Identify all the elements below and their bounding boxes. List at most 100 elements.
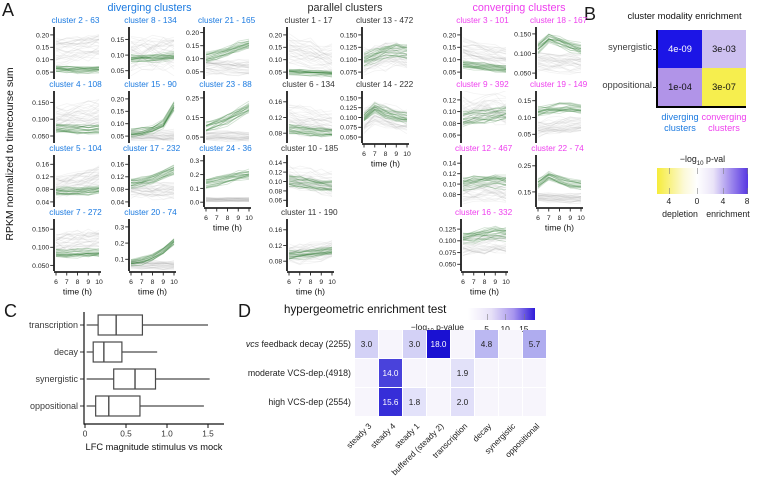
cluster-column: cluster 13 - 472 0.075 0.100 0.125 0.150 clus… — [336, 15, 413, 302]
svg-text:0.08: 0.08 — [443, 192, 456, 199]
cluster-title: cluster 11 - 190 — [281, 207, 338, 217]
colorbar-tick — [505, 314, 507, 320]
cluster-plot-svg: 0.04 0.08 0.12 0.16 — [36, 155, 100, 207]
svg-text:10: 10 — [245, 215, 253, 222]
cluster-plot: cluster 21 - 165 0.05 0.10 0.15 0.20 — [178, 15, 256, 79]
svg-text:10: 10 — [403, 151, 411, 158]
cluster-title: cluster 23 - 88 — [199, 79, 252, 89]
svg-text:0.12: 0.12 — [111, 174, 124, 181]
svg-text:0.10: 0.10 — [186, 56, 199, 63]
cluster-plot: cluster 5 - 104 0.04 0.08 0.12 0.16 — [28, 143, 103, 207]
cluster-title: cluster 15 - 90 — [124, 79, 177, 89]
svg-text:0.15: 0.15 — [269, 45, 282, 52]
cluster-plot: cluster 18 - 167 0.050 0.100 0.150 — [510, 15, 587, 79]
cluster-plot-svg: 0.1 0.2 0.3 — [115, 219, 175, 271]
svg-text:0.12: 0.12 — [269, 243, 282, 250]
cluster-title: cluster 8 - 134 — [124, 15, 177, 25]
svg-text:0.10: 0.10 — [443, 57, 456, 64]
group-title: diverging clusters — [107, 2, 192, 14]
svg-text:0.100: 0.100 — [514, 51, 531, 58]
svg-text:0.12: 0.12 — [269, 115, 282, 122]
panel-label-b: B — [584, 4, 597, 24]
cluster-plot-svg: 0.050 0.075 0.100 0.125 — [439, 219, 507, 271]
cluster-title: cluster 9 - 392 — [456, 79, 509, 89]
colorbar-tick — [747, 168, 749, 174]
svg-text:0.075: 0.075 — [439, 250, 456, 257]
category-label: synergistic — [35, 374, 78, 384]
svg-text:6: 6 — [362, 151, 366, 158]
svg-text:6: 6 — [536, 215, 540, 222]
svg-text:0.05: 0.05 — [269, 70, 282, 77]
svg-text:0.05: 0.05 — [36, 70, 49, 77]
row-label: synergistic — [608, 42, 652, 52]
svg-text:0.20: 0.20 — [111, 96, 124, 103]
cluster-plot: cluster 4 - 108 0.050 0.100 0.150 — [28, 79, 103, 143]
heatmap-cell: 2.0 — [451, 388, 474, 416]
cluster-plot-svg: 0.05 0.10 0.15 0.20 — [36, 27, 100, 79]
svg-text:0.08: 0.08 — [111, 187, 124, 194]
svg-text:9: 9 — [319, 279, 323, 286]
cluster-plot-svg: 0.08 0.12 0.16 — [269, 91, 333, 143]
cluster-title: cluster 21 - 165 — [198, 15, 256, 25]
heatmap-cell: 1.8 — [403, 388, 426, 416]
cluster-plot: cluster 24 - 36 0.0 0.1 0.2 0.3 — [178, 143, 253, 207]
svg-text:6: 6 — [204, 215, 208, 222]
row-label: vcs feedback decay (2255) — [245, 339, 351, 349]
svg-text:0.050: 0.050 — [32, 263, 49, 270]
cluster-title: cluster 6 - 134 — [282, 79, 335, 89]
svg-text:0.3: 0.3 — [115, 224, 125, 231]
svg-text:8: 8 — [384, 151, 388, 158]
svg-text:0.100: 0.100 — [340, 57, 357, 64]
group-title: parallel clusters — [307, 2, 383, 14]
svg-text:0.05: 0.05 — [518, 132, 531, 139]
svg-text:0.04: 0.04 — [36, 199, 49, 206]
heatmap-cell: 3.0 — [403, 330, 426, 358]
heatmap-cell: 3.0 — [355, 330, 378, 358]
cluster-grid: diverging clusters cluster 2 - 63 0.05 0.10… — [28, 2, 587, 302]
colorbar-tick-label: 4 — [666, 196, 672, 206]
cluster-plot: cluster 8 - 134 0.05 0.10 0.15 — [103, 15, 178, 79]
svg-text:9: 9 — [236, 215, 240, 222]
svg-text:7: 7 — [547, 215, 551, 222]
cluster-title: cluster 4 - 108 — [49, 79, 102, 89]
cluster-plot: cluster 15 - 90 0.05 0.10 0.15 0.20 — [103, 79, 178, 143]
svg-text:0.075: 0.075 — [340, 125, 357, 132]
cluster-title: cluster 22 - 74 — [531, 143, 584, 153]
heatmap-cell: 1e-04 — [658, 68, 702, 106]
colorbar-tick-label: 10 — [500, 324, 510, 334]
cluster-column: cluster 8 - 134 0.05 0.10 0.15 cluster 15 - … — [103, 15, 180, 302]
svg-text:0.10: 0.10 — [269, 57, 282, 64]
row-label: moderate VCS-dep.(4918) — [247, 368, 351, 378]
cluster-plot-svg: 0.06 0.08 0.10 0.12 0.14 — [269, 155, 333, 207]
heatmap-cell — [475, 388, 498, 416]
heatmap-cell — [523, 359, 546, 387]
svg-text:7: 7 — [373, 151, 377, 158]
cluster-plot: cluster 16 - 332 0.050 0.075 0.100 0.125 — [435, 207, 512, 271]
cluster-plot-svg: 0.05 0.10 0.15 0.20 — [269, 27, 333, 79]
svg-text:9: 9 — [394, 151, 398, 158]
svg-text:6: 6 — [287, 279, 291, 286]
colorbar-gradient — [657, 168, 748, 194]
svg-text:0.04: 0.04 — [111, 199, 124, 206]
svg-text:0.150: 0.150 — [32, 227, 49, 234]
svg-text:0.16: 0.16 — [269, 227, 282, 234]
box — [95, 395, 141, 417]
heatmap-cell: 15.6 — [379, 388, 402, 416]
svg-text:time (h): time (h) — [371, 159, 400, 169]
cluster-plot: cluster 7 - 272 0.050 0.100 0.150 — [28, 207, 103, 271]
svg-text:6: 6 — [461, 279, 465, 286]
svg-text:0.08: 0.08 — [36, 187, 49, 194]
enrichment-label: enrichment — [706, 209, 750, 219]
cluster-plot: cluster 6 - 134 0.08 0.12 0.16 — [261, 79, 336, 143]
colorbar-tick — [697, 168, 698, 174]
svg-text:0.2: 0.2 — [115, 241, 125, 248]
x-axis-label: LFC magnitude stimulus vs mock — [86, 442, 223, 452]
cluster-plot: cluster 17 - 232 0.04 0.08 0.12 0.16 — [103, 143, 180, 207]
cluster-plot: cluster 23 - 88 0.05 0.15 0.25 — [178, 79, 253, 143]
svg-text:7: 7 — [215, 215, 219, 222]
panel-label-a: A — [2, 0, 15, 20]
